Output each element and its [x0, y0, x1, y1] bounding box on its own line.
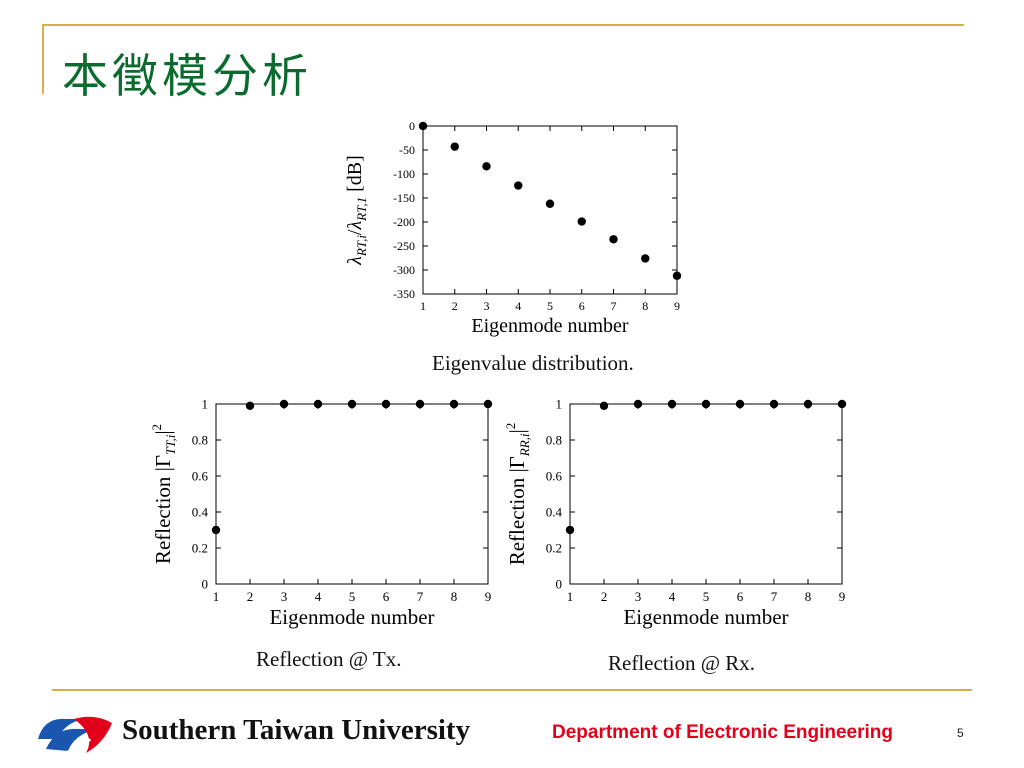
footer-rule: [52, 689, 972, 691]
y-tick-label: 0: [202, 577, 209, 592]
header-rule: [42, 24, 964, 26]
x-tick-label: 8: [805, 589, 812, 604]
y-tick-label: 0.4: [546, 505, 563, 520]
x-axis-label: Eigenmode number: [471, 315, 629, 337]
y-tick-label: -300: [393, 263, 415, 277]
data-point: [803, 399, 813, 409]
x-tick-label: 8: [451, 589, 458, 604]
x-tick-label: 7: [611, 299, 617, 313]
x-tick-label: 7: [771, 589, 778, 604]
data-point: [347, 399, 357, 409]
y-axis-label: λRT,i/λRT,1 [dB]: [344, 155, 369, 266]
x-tick-label: 5: [547, 299, 553, 313]
y-axis-label: Reflection |ΓTT,i|2: [149, 424, 178, 564]
data-point: [381, 399, 391, 409]
department-name: Department of Electronic Engineering: [552, 722, 893, 743]
data-point: [279, 399, 289, 409]
x-tick-label: 9: [485, 589, 492, 604]
data-point: [545, 199, 555, 208]
x-tick-label: 6: [737, 589, 744, 604]
data-point: [599, 401, 609, 410]
data-point: [418, 121, 428, 131]
x-axis-label: Eigenmode number: [269, 605, 434, 629]
data-point: [667, 399, 677, 409]
page-number: 5: [957, 726, 964, 740]
data-point: [641, 254, 650, 263]
x-tick-label: 4: [515, 299, 521, 313]
x-tick-label: 3: [281, 589, 288, 604]
data-point: [245, 401, 255, 410]
y-tick-label: 0.4: [192, 505, 209, 520]
tx-caption: Reflection @ Tx.: [256, 647, 402, 671]
plot-frame: [569, 403, 843, 585]
x-tick-label: 1: [567, 589, 574, 604]
x-tick-label: 9: [674, 299, 680, 313]
y-tick-label: 1: [556, 397, 563, 412]
x-tick-label: 6: [383, 589, 390, 604]
eigen-caption: Eigenvalue distribution.: [432, 351, 634, 375]
y-tick-label: -100: [393, 167, 415, 181]
x-tick-label: 5: [703, 589, 710, 604]
y-tick-label: 0.8: [192, 433, 208, 448]
data-point: [449, 399, 459, 409]
university-logo-icon: [38, 716, 112, 755]
y-tick-label: 1: [202, 397, 209, 412]
x-tick-label: 2: [601, 589, 608, 604]
data-point: [609, 235, 618, 244]
data-point: [769, 399, 779, 409]
y-tick-label: 0: [409, 119, 415, 133]
data-point: [514, 181, 523, 190]
x-tick-label: 6: [579, 299, 585, 313]
data-point: [450, 142, 459, 151]
y-tick-label: 0.6: [192, 469, 209, 484]
y-tick-label: -50: [399, 143, 415, 157]
x-tick-label: 3: [635, 589, 642, 604]
y-axis-label: Reflection |ΓRR,i|2: [503, 423, 532, 566]
plot-frame: [215, 403, 489, 585]
x-tick-label: 7: [417, 589, 424, 604]
eigenvalue-chart: 1 2 3 4 5 6 7 8 9 0 -50 -100 -150 -200 -250 -300 -350 Eig…: [344, 119, 682, 337]
title-accent-line: [42, 24, 44, 94]
x-axis-label: Eigenmode number: [623, 605, 788, 629]
data-point: [837, 399, 847, 409]
data-point: [415, 399, 425, 409]
y-tick-label: 0.6: [546, 469, 563, 484]
x-tick-label: 3: [484, 299, 490, 313]
data-point: [483, 399, 493, 409]
y-tick-label: -200: [393, 215, 415, 229]
data-point: [211, 525, 221, 535]
data-point: [313, 399, 323, 409]
reflection-tx-chart: 1 2 3 4 5 6 7 8 9 0 0.2 0.4 0.6 0.8 1 Eigenmode number R…: [149, 397, 493, 629]
data-point: [672, 271, 682, 280]
data-point: [701, 399, 711, 409]
y-tick-label: 0.8: [546, 433, 562, 448]
reflection-rx-chart: 1 2 3 4 5 6 7 8 9 0 0.2 0.4 0.6 0.8 1 Eigenmode number R…: [503, 397, 847, 629]
x-tick-label: 2: [452, 299, 458, 313]
x-tick-label: 1: [213, 589, 220, 604]
y-tick-label: 0.2: [546, 541, 562, 556]
y-tick-label: -350: [393, 287, 415, 301]
x-tick-label: 2: [247, 589, 254, 604]
y-tick-label: -150: [393, 191, 415, 205]
x-tick-label: 8: [642, 299, 648, 313]
x-tick-label: 4: [315, 589, 322, 604]
rx-caption: Reflection @ Rx.: [608, 651, 756, 675]
x-tick-label: 9: [839, 589, 846, 604]
y-tick-label: 0.2: [192, 541, 208, 556]
x-tick-label: 4: [669, 589, 676, 604]
y-tick-label: 0: [556, 577, 563, 592]
data-point: [577, 217, 586, 226]
x-tick-label: 1: [420, 299, 426, 313]
university-name: Southern Taiwan University: [122, 714, 471, 746]
y-tick-label: -250: [393, 239, 415, 253]
data-point: [633, 399, 643, 409]
data-point: [482, 162, 491, 171]
plot-frame: [422, 125, 678, 295]
data-point: [565, 525, 575, 535]
data-point: [735, 399, 745, 409]
x-tick-label: 5: [349, 589, 356, 604]
slide-title: 本徵模分析: [62, 49, 312, 103]
